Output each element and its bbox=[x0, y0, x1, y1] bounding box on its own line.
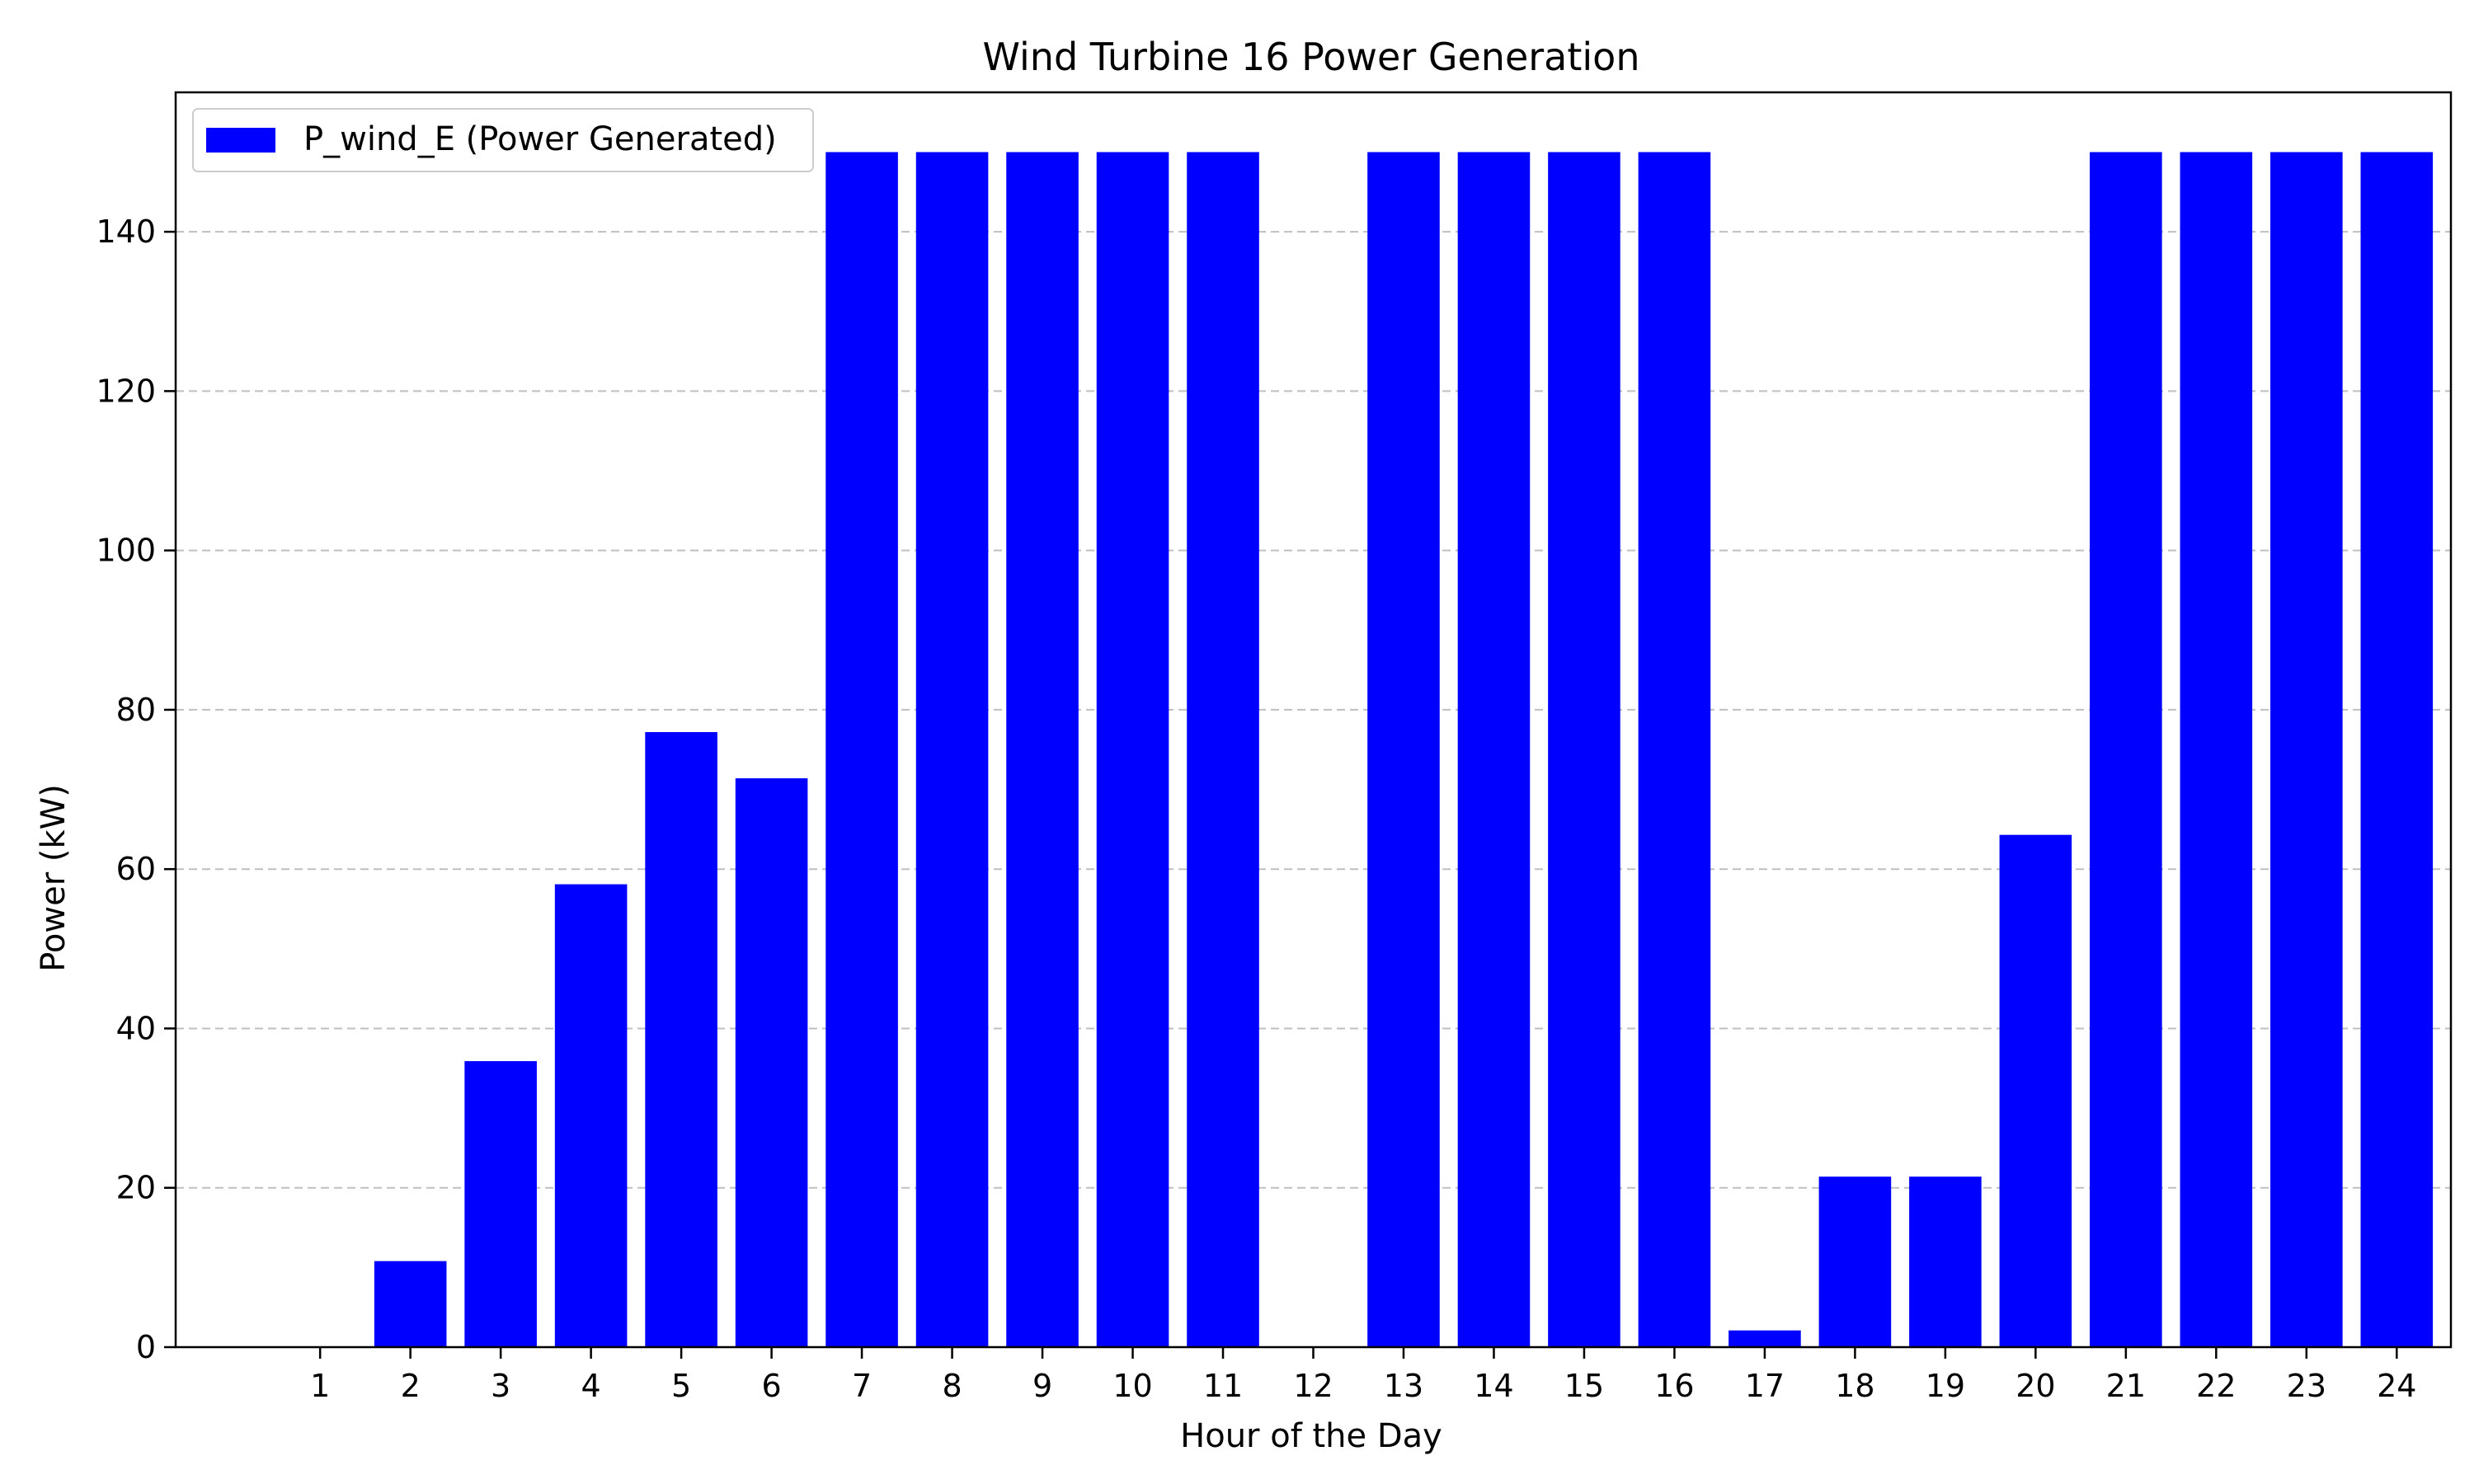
bar-hour-7 bbox=[825, 152, 898, 1347]
bar-hour-19 bbox=[1909, 1176, 1982, 1347]
y-tick-label-120: 120 bbox=[96, 373, 156, 409]
bar-hour-6 bbox=[735, 778, 808, 1347]
legend: P_wind_E (Power Generated) bbox=[192, 108, 814, 172]
x-tick-label-21: 21 bbox=[2106, 1368, 2146, 1404]
x-tick-label-22: 22 bbox=[2196, 1368, 2236, 1404]
x-tick-label-8: 8 bbox=[942, 1368, 962, 1404]
bar-hour-21 bbox=[2090, 152, 2162, 1347]
x-tick-label-9: 9 bbox=[1032, 1368, 1052, 1404]
y-tick-label-40: 40 bbox=[116, 1010, 156, 1046]
x-tick-label-16: 16 bbox=[1654, 1368, 1694, 1404]
bar-hour-11 bbox=[1187, 152, 1259, 1347]
x-tick-label-6: 6 bbox=[762, 1368, 782, 1404]
plot-frame bbox=[174, 91, 2453, 1349]
x-tick-label-1: 1 bbox=[310, 1368, 330, 1404]
bar-hour-13 bbox=[1367, 152, 1440, 1347]
x-tick-label-14: 14 bbox=[1474, 1368, 1513, 1404]
bar-hour-9 bbox=[1006, 152, 1079, 1347]
x-axis-ticks: 1 2 3 4 5 6 7 8 9 10 11 12 13 14 15 16 17 18 19 20 21 22 23 24 bbox=[310, 1347, 2416, 1404]
y-tick-label-20: 20 bbox=[116, 1170, 156, 1206]
y-tick-label-100: 100 bbox=[96, 533, 156, 569]
x-tick-label-17: 17 bbox=[1745, 1368, 1785, 1404]
bar-hour-17 bbox=[1729, 1330, 1801, 1347]
bar-hour-23 bbox=[2270, 152, 2343, 1347]
x-tick-label-13: 13 bbox=[1384, 1368, 1423, 1404]
bar-hour-10 bbox=[1096, 152, 1169, 1347]
y-axis-ticks: 0 20 40 60 80 100 120 140 bbox=[96, 214, 176, 1365]
bar-hour-20 bbox=[1999, 834, 2072, 1347]
legend-box bbox=[192, 108, 814, 172]
legend-swatch bbox=[206, 128, 275, 153]
x-tick-label-3: 3 bbox=[491, 1368, 510, 1404]
x-tick-label-12: 12 bbox=[1293, 1368, 1333, 1404]
y-axis-label: Power (kW) bbox=[35, 784, 73, 972]
legend-label: P_wind_E (Power Generated) bbox=[303, 120, 777, 158]
x-tick-label-20: 20 bbox=[2015, 1368, 2055, 1404]
bar-hour-8 bbox=[915, 152, 989, 1347]
y-tick-label-80: 80 bbox=[116, 692, 156, 728]
bar-hour-14 bbox=[1457, 152, 1531, 1347]
y-tick-label-0: 0 bbox=[136, 1329, 156, 1365]
bar-hour-22 bbox=[2180, 152, 2253, 1347]
x-tick-label-24: 24 bbox=[2377, 1368, 2416, 1404]
bar-hour-2 bbox=[374, 1261, 447, 1347]
x-tick-label-18: 18 bbox=[1835, 1368, 1874, 1404]
bar-hour-18 bbox=[1818, 1176, 1892, 1347]
x-tick-label-10: 10 bbox=[1112, 1368, 1152, 1404]
x-tick-label-4: 4 bbox=[581, 1368, 601, 1404]
x-tick-label-2: 2 bbox=[401, 1368, 421, 1404]
bars bbox=[374, 152, 2434, 1347]
grid bbox=[176, 231, 2451, 1189]
x-axis-label: Hour of the Day bbox=[1180, 1417, 1442, 1455]
bar-hour-4 bbox=[554, 884, 628, 1347]
x-tick-label-19: 19 bbox=[1926, 1368, 1965, 1404]
x-tick-label-7: 7 bbox=[852, 1368, 872, 1404]
chart-title: Wind Turbine 16 Power Generation bbox=[983, 35, 1640, 79]
y-tick-label-140: 140 bbox=[96, 214, 156, 250]
x-tick-label-23: 23 bbox=[2287, 1368, 2326, 1404]
y-tick-label-60: 60 bbox=[116, 851, 156, 887]
bar-hour-16 bbox=[1638, 152, 1711, 1347]
x-tick-label-15: 15 bbox=[1564, 1368, 1604, 1404]
x-tick-label-5: 5 bbox=[671, 1368, 691, 1404]
bar-hour-5 bbox=[645, 731, 717, 1347]
x-tick-label-11: 11 bbox=[1203, 1368, 1243, 1404]
bar-hour-15 bbox=[1548, 152, 1620, 1347]
bar-hour-3 bbox=[464, 1061, 537, 1347]
bar-hour-24 bbox=[2360, 152, 2434, 1347]
